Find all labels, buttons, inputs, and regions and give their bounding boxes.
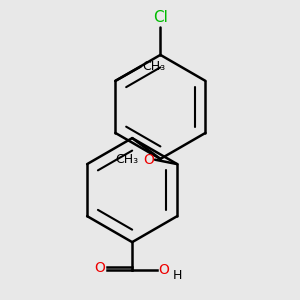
Text: Cl: Cl [153,11,168,26]
Text: O: O [143,153,154,167]
Text: O: O [159,263,170,278]
Text: O: O [94,261,105,275]
Text: CH₃: CH₃ [116,153,139,166]
Text: CH₃: CH₃ [142,59,165,73]
Text: H: H [172,269,182,282]
